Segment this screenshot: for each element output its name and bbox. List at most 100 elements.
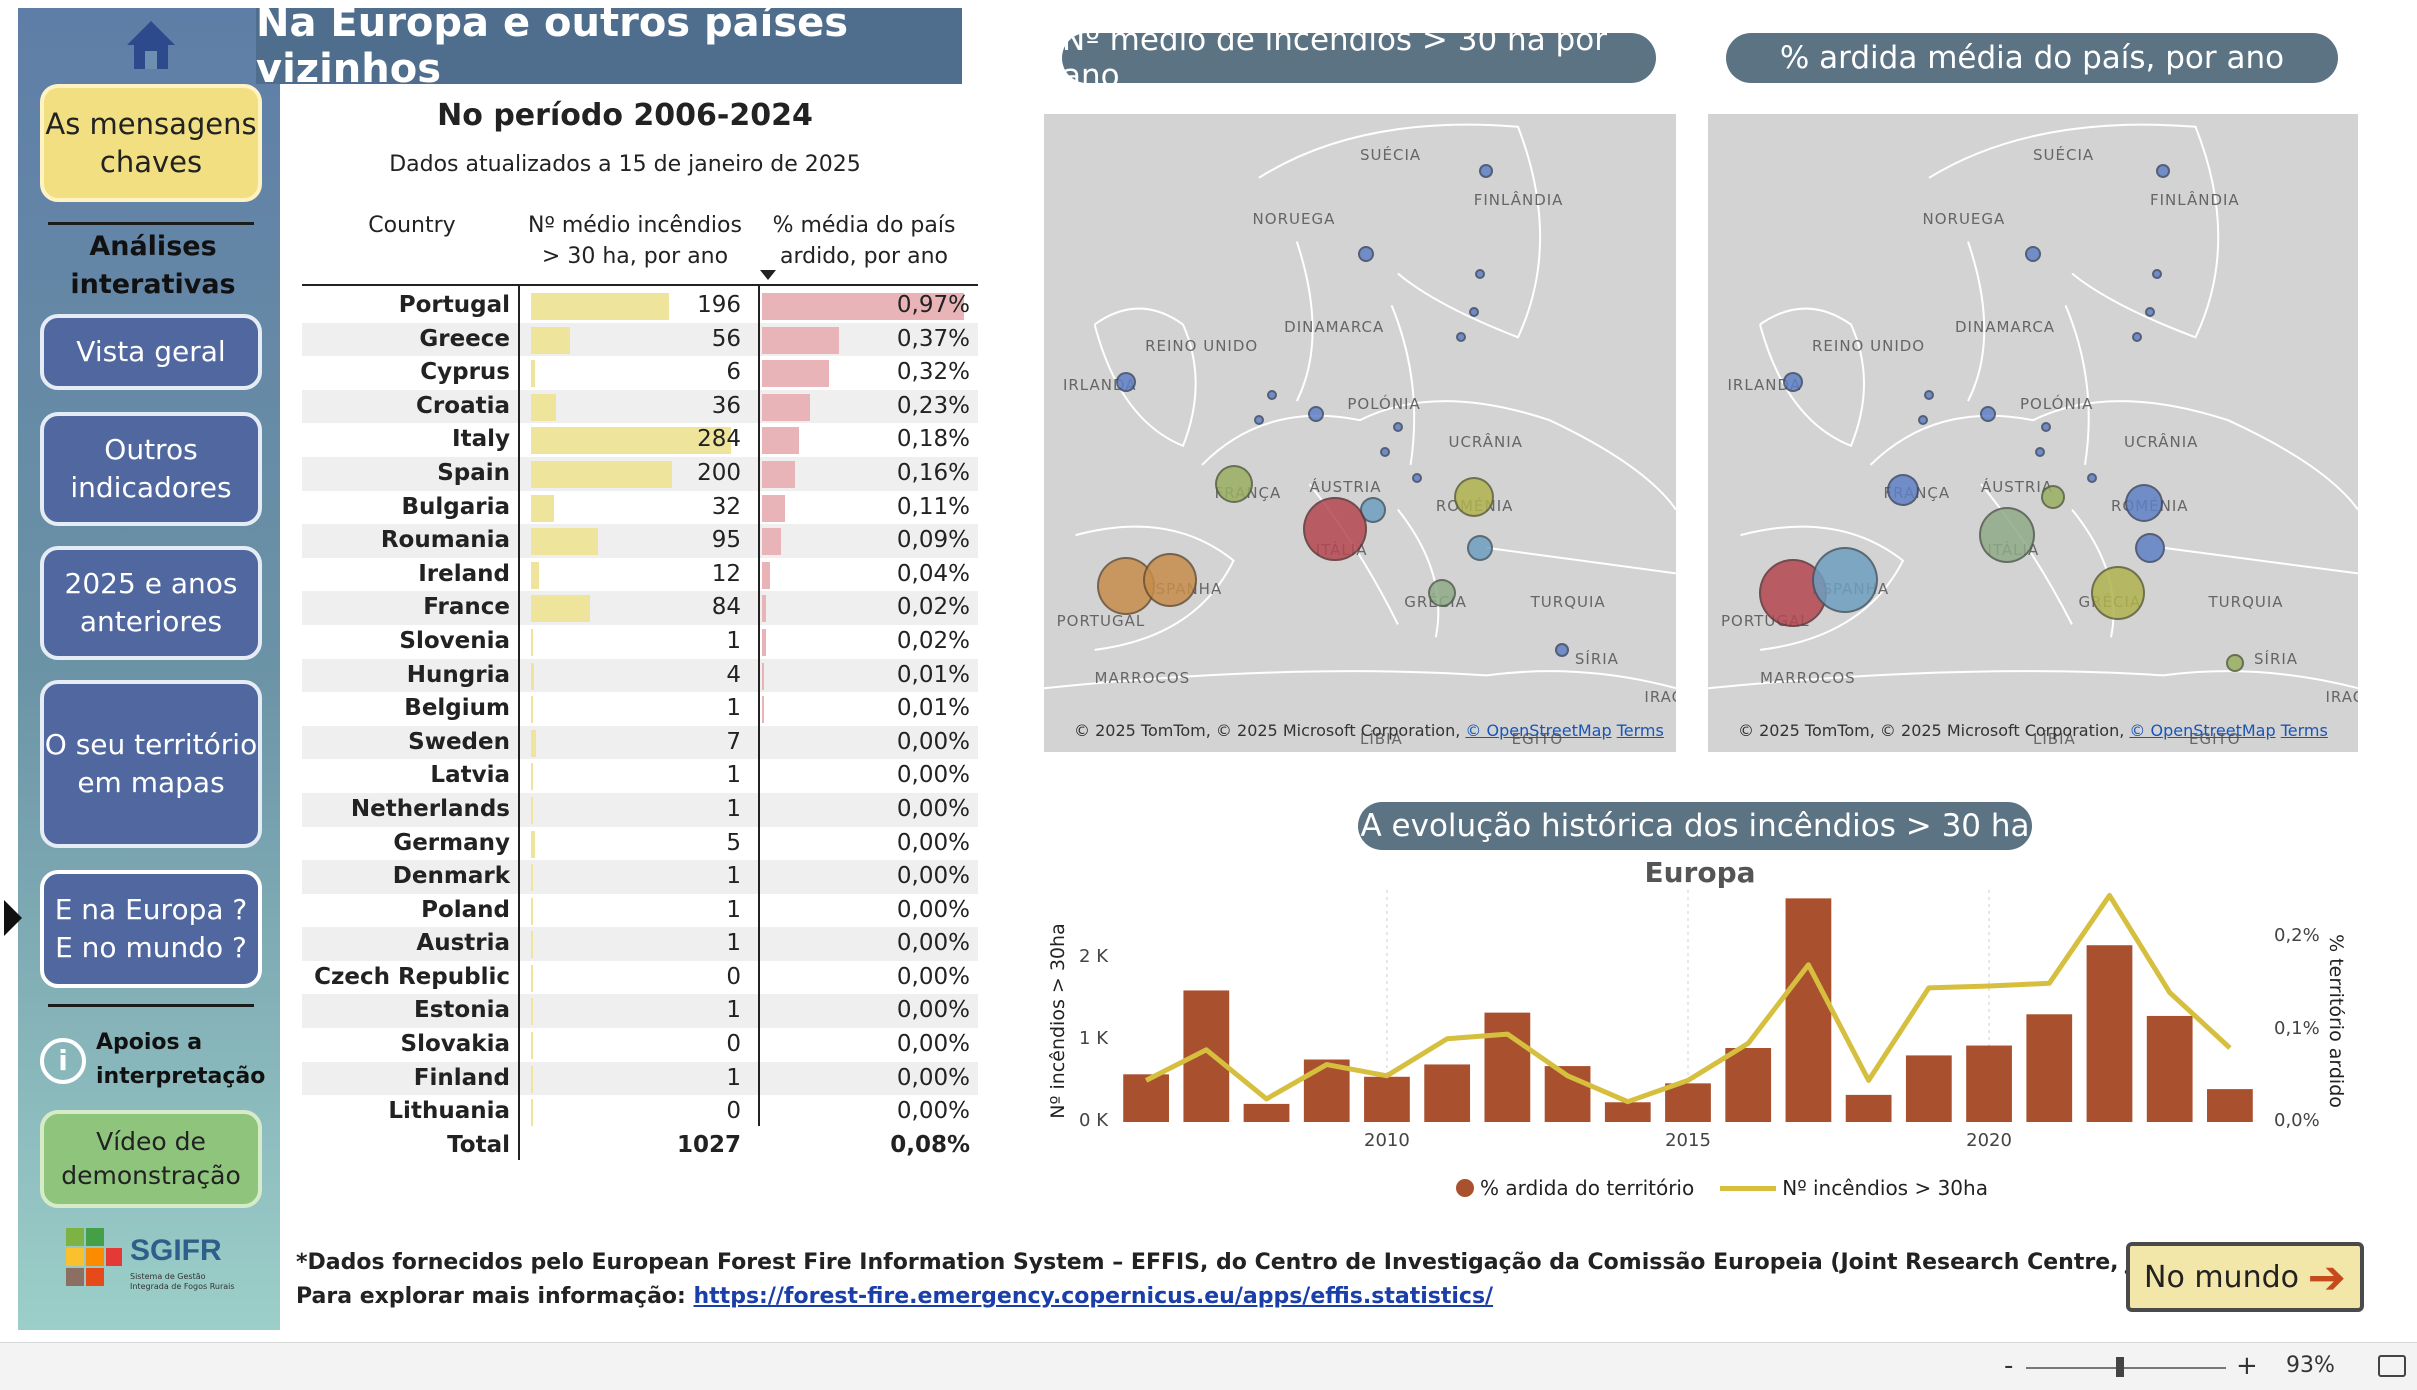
update-date: Dados atualizados a 15 de janeiro de 202… [389, 152, 861, 177]
table-row[interactable]: Greece 56 0,37% [302, 322, 978, 357]
country-bubble[interactable] [1302, 496, 1367, 561]
key-messages-button[interactable]: As mensagens chaves [40, 84, 262, 202]
country-bubble[interactable] [1782, 371, 1803, 392]
table-row[interactable]: Hungria 4 0,01% [302, 658, 978, 693]
country-bubble[interactable] [1380, 447, 1391, 458]
country-bubble[interactable] [2090, 565, 2145, 620]
country-bubble[interactable] [1467, 534, 1494, 561]
table-row[interactable]: Slovenia 1 0,02% [302, 625, 978, 659]
map-country-label: EGITO [1511, 730, 1564, 748]
info-icon[interactable]: i [40, 1038, 86, 1084]
country-bubble[interactable] [1924, 389, 1934, 400]
country-bubble[interactable] [2225, 653, 2244, 672]
country-bubble[interactable] [1143, 552, 1198, 607]
country-bubble[interactable] [1479, 164, 1494, 179]
country-bubble[interactable] [2124, 484, 2163, 523]
table-row[interactable]: Spain 200 0,16% [302, 456, 978, 491]
europe-world-button[interactable]: E na Europa ? E no mundo ? [40, 870, 262, 988]
table-row[interactable]: Cyprus 6 0,32% [302, 356, 978, 390]
country-bubble[interactable] [2034, 447, 2045, 458]
country-bubble[interactable] [1811, 546, 1878, 613]
table-row[interactable]: Netherlands 1 0,00% [302, 792, 978, 827]
table-row[interactable]: Latvia 1 0,00% [302, 759, 978, 793]
table-row[interactable]: Sweden 7 0,00% [302, 725, 978, 760]
country-bubble[interactable] [1555, 642, 1570, 657]
country-bubble[interactable] [1468, 306, 1479, 317]
table-row[interactable]: Croatia 36 0,23% [302, 389, 978, 424]
pct-value: 0,18% [896, 426, 970, 453]
pct-map[interactable]: SUÉCIA FINLÂNDIA NORUEGA DINAMARCA REINO UNI… [1708, 114, 2358, 752]
territory-maps-button[interactable]: O seu território em mapas [40, 680, 262, 848]
country-bubble[interactable] [2135, 532, 2165, 563]
years-button[interactable]: 2025 e anos anteriores [40, 546, 262, 660]
home-icon[interactable] [124, 18, 178, 72]
other-indicators-button[interactable]: Outros indicadores [40, 412, 262, 526]
table-row[interactable]: France 84 0,02% [302, 591, 978, 625]
country-bubble[interactable] [1253, 415, 1264, 426]
fires-bar [531, 393, 557, 421]
country-bubble[interactable] [1456, 332, 1467, 343]
country-bubble[interactable] [2132, 332, 2142, 343]
table-row[interactable]: Finland 1 0,00% [302, 1061, 978, 1096]
country-bubble[interactable] [1214, 465, 1253, 504]
effis-link[interactable]: https://forest-fire.emergency.copernicus… [693, 1284, 1494, 1309]
zoom-slider[interactable] [2026, 1367, 2226, 1369]
table-row[interactable]: Roumania 95 0,09% [302, 524, 978, 558]
table-row[interactable]: Belgium 1 0,01% [302, 692, 978, 726]
country-bubble[interactable] [1411, 472, 1422, 483]
table-row[interactable]: Austria 1 0,00% [302, 927, 978, 961]
table-row[interactable]: Slovakia 0 0,00% [302, 1028, 978, 1062]
country-bubble[interactable] [2025, 246, 2041, 263]
history-chart[interactable]: 0 K 1 K 2 K 0,0% 0,1% 0,2% 2010 2015 2020 Nº incê… [1040, 860, 2380, 1210]
country-bubble[interactable] [1475, 268, 1486, 279]
country-bubble[interactable] [1979, 405, 1996, 422]
country-bubble[interactable] [1358, 246, 1375, 263]
country-bubble[interactable] [2086, 472, 2097, 483]
country-bubble[interactable] [2156, 164, 2170, 179]
terms-link[interactable]: Terms [2280, 721, 2328, 740]
terms-link[interactable]: Terms [1616, 721, 1664, 740]
country-bubble[interactable] [1917, 415, 1928, 426]
table-row[interactable]: Denmark 1 0,00% [302, 860, 978, 894]
country-bubble[interactable] [2151, 268, 2162, 279]
osm-link[interactable]: © OpenStreetMap [1465, 721, 1612, 740]
table-row[interactable]: Poland 1 0,00% [302, 894, 978, 928]
osm-link[interactable]: © OpenStreetMap [2129, 721, 2276, 740]
zoom-slider-thumb[interactable] [2116, 1357, 2124, 1377]
country-bubble[interactable] [1392, 421, 1403, 432]
table-row[interactable]: Bulgaria 32 0,11% [302, 491, 978, 525]
overview-button[interactable]: Vista geral [40, 314, 262, 390]
fit-to-window-icon[interactable] [2378, 1355, 2406, 1377]
country-bubble[interactable] [1266, 389, 1277, 400]
table-row[interactable]: Germany 5 0,00% [302, 827, 978, 861]
country-bubble[interactable] [2041, 421, 2051, 432]
country-bubble[interactable] [1453, 476, 1494, 517]
sort-desc-icon[interactable] [760, 270, 776, 280]
zoom-in-button[interactable]: + [2236, 1351, 2258, 1381]
zoom-out-button[interactable]: - [2004, 1351, 2014, 1381]
col-header-fires[interactable]: Nº médio incêndios > 30 ha, por ano [528, 213, 742, 269]
zoom-level[interactable]: 93% [2286, 1353, 2335, 1378]
country-bubble[interactable] [1116, 371, 1137, 392]
col-header-pct[interactable]: % média do país ardido, por ano [772, 213, 956, 269]
col-header-country[interactable]: Country [368, 213, 456, 238]
demo-video-button[interactable]: Vídeo de demonstração [40, 1110, 262, 1208]
country-bubble[interactable] [2145, 306, 2155, 317]
table-row[interactable]: Estonia 1 0,00% [302, 994, 978, 1029]
country-bubble[interactable] [1979, 507, 2035, 564]
pct-map-title: % ardida média do país, por ano [1726, 33, 2338, 83]
table-row[interactable]: Czech Republic 0 0,00% [302, 961, 978, 995]
interpretation-support-link[interactable]: Apoios a interpretação [96, 1030, 266, 1089]
chart-bar [1966, 1045, 2012, 1122]
table-row[interactable]: Italy 284 0,18% [302, 423, 978, 457]
country-bubble[interactable] [1887, 474, 1919, 507]
country-bubble[interactable] [1428, 578, 1457, 607]
pct-bar [762, 696, 765, 724]
world-button[interactable]: No mundo ➔ [2126, 1242, 2364, 1312]
fires-map[interactable]: SUÉCIA FINLÂNDIA NORUEGA DINAMARCA REINO UNI… [1044, 114, 1676, 752]
country-bubble[interactable] [2040, 484, 2065, 509]
table-row[interactable]: Portugal 196 0,97% [302, 289, 978, 323]
table-row[interactable]: Ireland 12 0,04% [302, 558, 978, 592]
table-row[interactable]: Lithuania 0 0,00% [302, 1095, 978, 1129]
country-bubble[interactable] [1307, 405, 1324, 422]
